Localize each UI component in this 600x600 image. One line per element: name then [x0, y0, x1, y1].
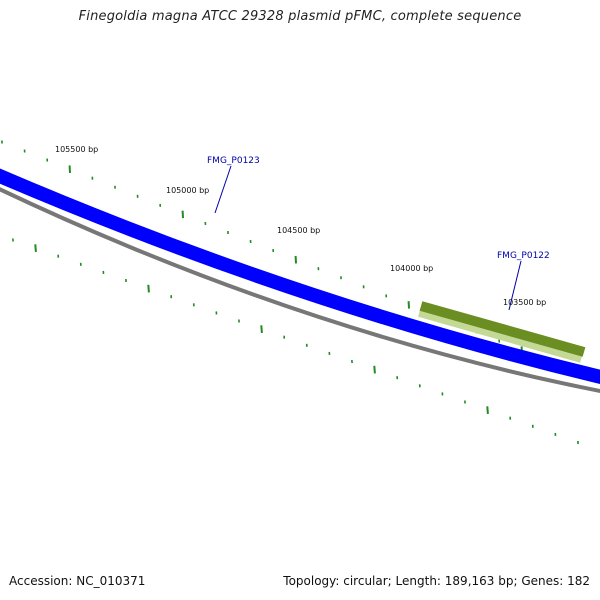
gene-fmg-p0122[interactable] [419, 301, 586, 357]
inner-tick-row [12, 238, 579, 445]
major-tick [34, 244, 37, 252]
gene-fmg-p0123-leader [214, 165, 232, 214]
position-label: 105000 bp [166, 186, 209, 195]
sequence-backbone [0, 187, 600, 394]
position-label: 105500 bp [55, 145, 98, 154]
major-tick [486, 406, 489, 414]
sequence-summary: Topology: circular; Length: 189,163 bp; … [283, 574, 590, 588]
gene-fmg-p0123[interactable] [0, 168, 600, 384]
gene-label-fmg-p0122[interactable]: FMG_P0122 [497, 251, 550, 261]
position-label: 104500 bp [277, 226, 320, 235]
major-tick [373, 365, 376, 374]
map-title: Finegoldia magna ATCC 29328 plasmid pFMC… [78, 9, 522, 24]
major-tick [260, 325, 263, 333]
position-label: 104000 bp [390, 264, 433, 273]
accession-text: Accession: NC_010371 [9, 574, 146, 588]
major-tick [147, 284, 150, 293]
gene-fmg-p0122-leader [508, 260, 522, 311]
position-label: 103500 bp [503, 298, 546, 307]
gene-label-fmg-p0123[interactable]: FMG_P0123 [207, 156, 260, 166]
